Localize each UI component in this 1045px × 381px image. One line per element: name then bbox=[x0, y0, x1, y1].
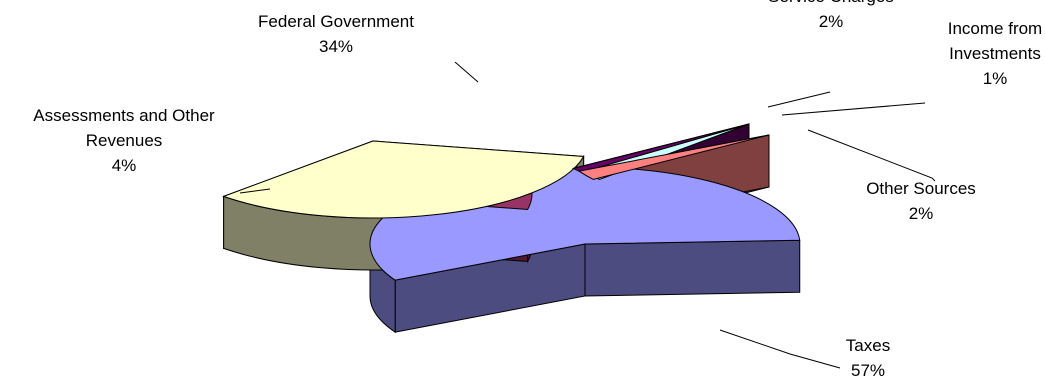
leader-line-taxes bbox=[719, 329, 841, 369]
slice-label-service-charges: Service Charges 2% bbox=[768, 0, 894, 31]
slice-label-taxes: Taxes 57% bbox=[846, 336, 890, 380]
leader-line-assessments-and-other-revenues bbox=[239, 188, 271, 194]
slice-top-federal-government bbox=[222, 140, 585, 219]
slice-label-line-assessments-and-other-revenues-1: Revenues bbox=[86, 131, 163, 150]
slice-pct-assessments-and-other-revenues: 4% bbox=[112, 156, 137, 175]
slice-cut-face-taxes-1 bbox=[584, 239, 801, 297]
slice-label-line-other-sources-0: Other Sources bbox=[866, 179, 976, 198]
slice-label-line-income-from-investments-1: Investments bbox=[949, 44, 1041, 63]
leader-line-income-from-investments bbox=[781, 102, 926, 116]
slice-label-line-assessments-and-other-revenues-0: Assessments and Other bbox=[33, 106, 215, 125]
slice-pct-taxes: 57% bbox=[851, 361, 885, 380]
leader-line-federal-government bbox=[454, 61, 479, 83]
slice-tops bbox=[222, 123, 801, 281]
slice-pct-service-charges: 2% bbox=[819, 12, 844, 31]
slice-label-line-federal-government-0: Federal Government bbox=[258, 12, 414, 31]
slice-pct-federal-government: 34% bbox=[319, 37, 353, 56]
slice-pct-other-sources: 2% bbox=[909, 204, 934, 223]
slice-labels: Taxes 57% Assessments and Other Revenues 4% F… bbox=[33, 0, 1042, 380]
slice-label-line-income-from-investments-0: Income from bbox=[948, 19, 1042, 38]
leader-line-other-sources bbox=[807, 129, 936, 182]
slice-label-income-from-investments: Income from Investments 1% bbox=[948, 19, 1042, 88]
slice-label-assessments-and-other-revenues: Assessments and Other Revenues 4% bbox=[33, 106, 215, 175]
slice-label-other-sources: Other Sources 2% bbox=[866, 179, 976, 223]
slice-label-line-taxes-0: Taxes bbox=[846, 336, 890, 355]
leader-line-service-charges bbox=[767, 91, 831, 108]
slice-top-other-sources bbox=[577, 134, 770, 180]
slice-label-line-service-charges-0: Service Charges bbox=[768, 0, 894, 6]
leader-lines bbox=[239, 61, 936, 369]
slice-label-federal-government: Federal Government 34% bbox=[258, 12, 414, 56]
slice-pct-income-from-investments: 1% bbox=[983, 69, 1008, 88]
